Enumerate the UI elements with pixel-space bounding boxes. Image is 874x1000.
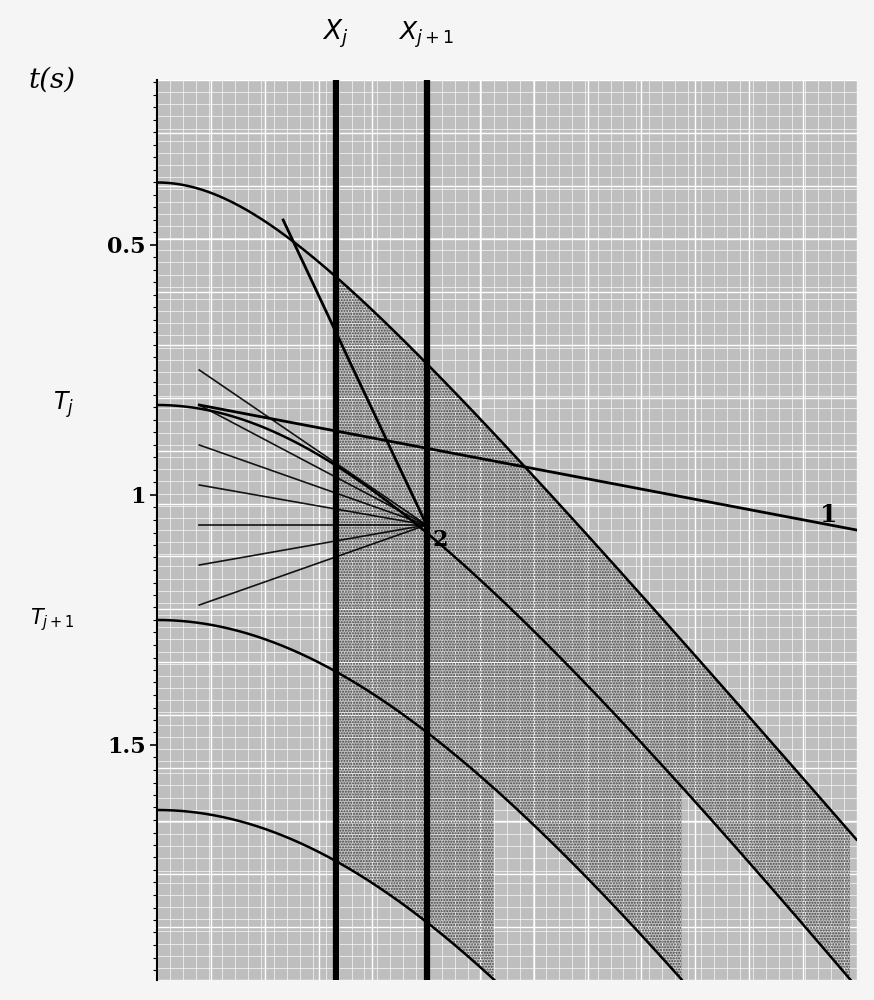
Text: 1: 1 <box>820 503 837 527</box>
Text: $X_{j+1}$: $X_{j+1}$ <box>399 19 454 50</box>
Text: $X_j$: $X_j$ <box>323 18 349 50</box>
Text: $T_{j+1}$: $T_{j+1}$ <box>30 607 74 633</box>
Text: 2: 2 <box>433 529 448 551</box>
Text: t(s): t(s) <box>29 66 76 94</box>
Text: $T_j$: $T_j$ <box>53 390 74 420</box>
